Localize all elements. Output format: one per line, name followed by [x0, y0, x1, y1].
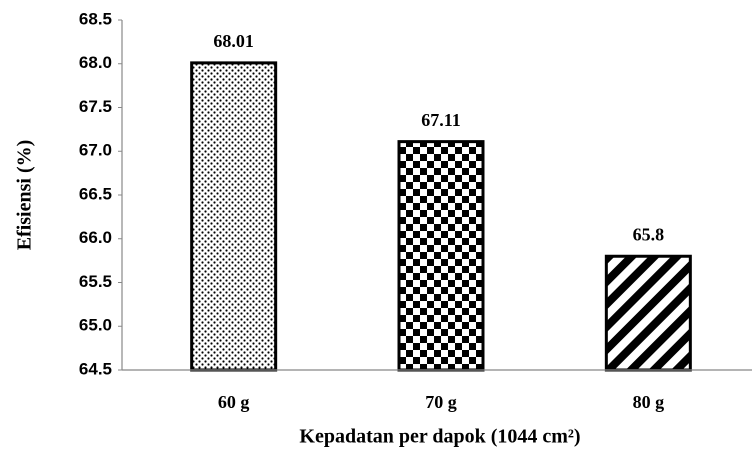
y-tick-label: 67.5 — [79, 97, 112, 116]
value-label: 65.8 — [633, 224, 665, 244]
y-tick-label: 66.5 — [79, 184, 112, 203]
y-tick-label: 65.5 — [79, 272, 112, 291]
x-axis-title: Kepadatan per dapok (1044 cm²) — [299, 426, 580, 448]
x-tick-label: 60 g — [218, 392, 250, 412]
bar — [190, 61, 278, 372]
y-tick-label: 64.5 — [79, 359, 112, 378]
bar — [397, 140, 485, 372]
value-label: 67.11 — [421, 110, 461, 130]
x-tick-label: 70 g — [425, 392, 457, 412]
y-tick-label: 67.0 — [79, 141, 112, 160]
y-tick-label: 68.5 — [79, 9, 112, 28]
y-axis-title: Efisiensi (%) — [14, 140, 36, 251]
value-label: 68.01 — [213, 31, 254, 51]
y-tick-label: 65.0 — [79, 316, 112, 335]
y-tick-label: 66.0 — [79, 228, 112, 247]
bar — [604, 254, 692, 372]
y-tick-label: 68.0 — [79, 53, 112, 72]
x-tick-label: 80 g — [633, 392, 665, 412]
